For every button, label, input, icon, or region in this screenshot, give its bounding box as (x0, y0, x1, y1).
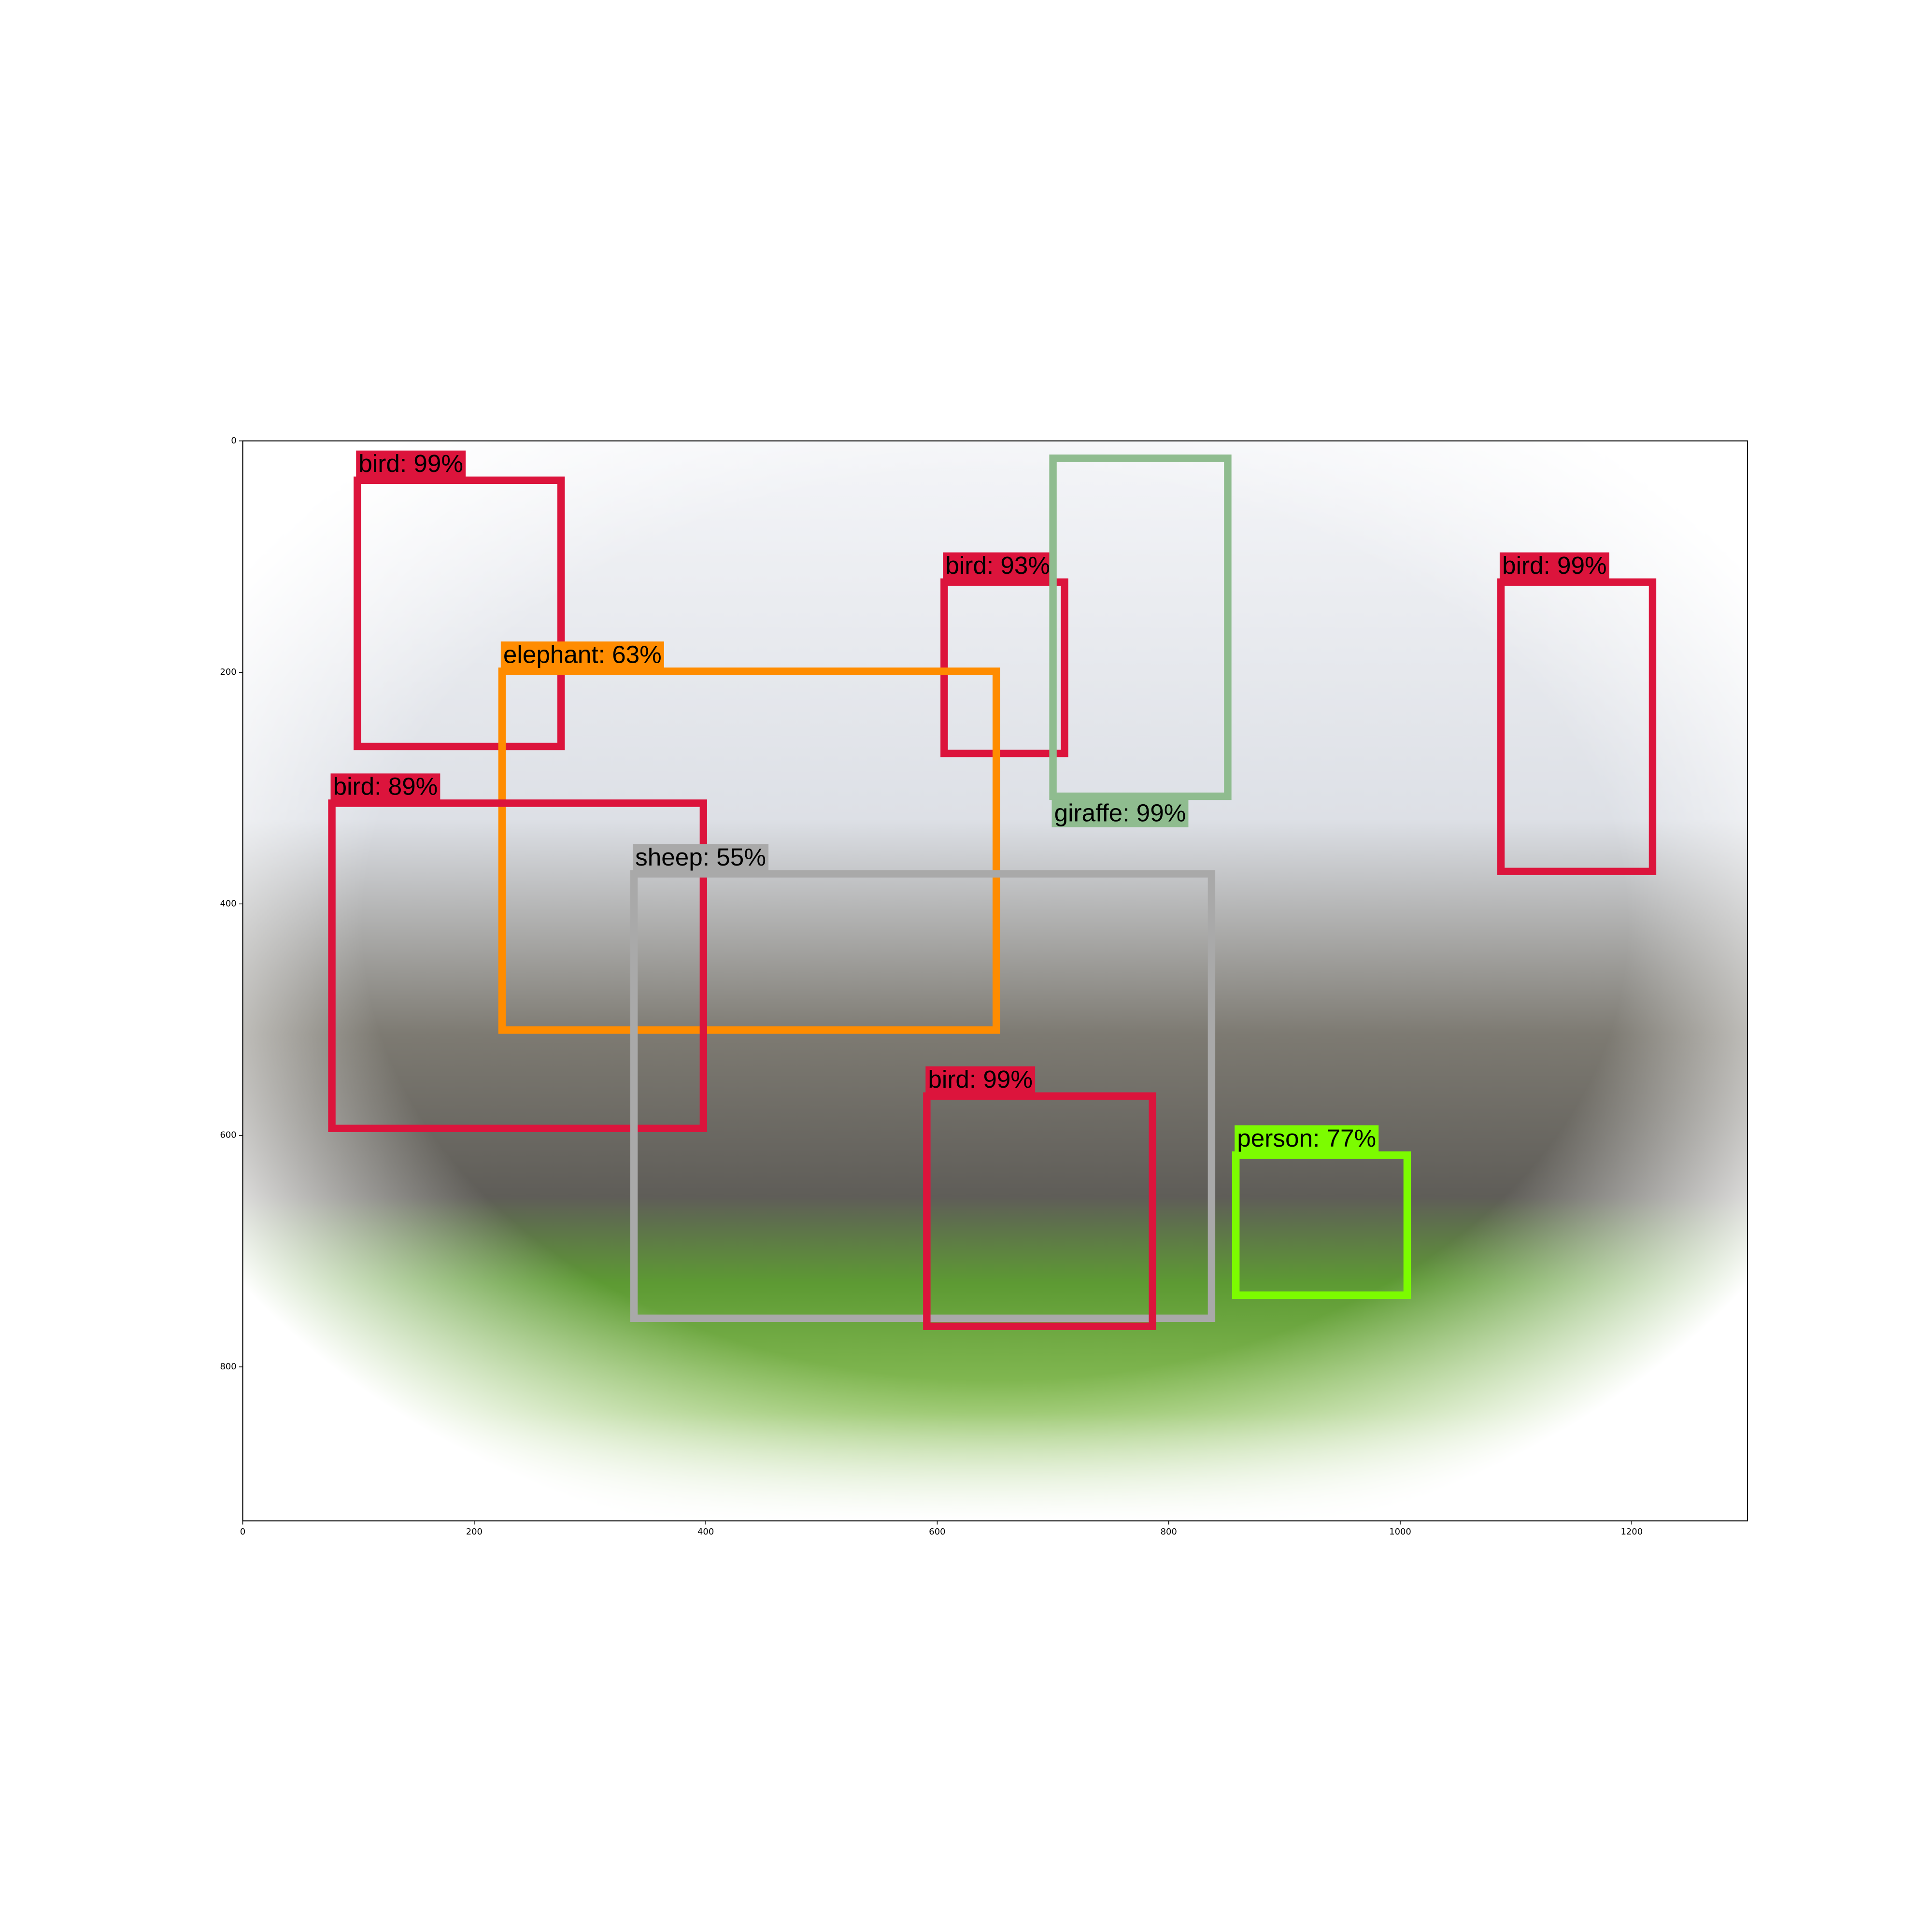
x-tick-label: 1000 (1389, 1527, 1411, 1537)
detection-box (354, 476, 565, 751)
detection-box (498, 668, 1000, 1034)
detection-label: bird: 99% (1502, 552, 1607, 579)
x-tick-label: 400 (697, 1527, 714, 1537)
label-background (500, 641, 664, 669)
y-tick-label: 200 (220, 667, 236, 677)
label-background (356, 450, 466, 478)
axes-frame (242, 440, 1748, 1521)
detection-box (630, 870, 1216, 1322)
detection-label: bird: 99% (358, 450, 463, 477)
label-background (1499, 552, 1609, 580)
x-tick-label: 800 (1161, 1527, 1177, 1537)
detection-label: elephant: 63% (503, 640, 662, 668)
label-background (1051, 800, 1189, 827)
label-background (633, 844, 769, 871)
y-tick-label: 0 (231, 436, 236, 446)
label-background (925, 1066, 1036, 1094)
x-tick-label: 1200 (1620, 1527, 1643, 1537)
label-background (1235, 1125, 1379, 1153)
label-background (943, 552, 1053, 580)
detection-box (328, 799, 708, 1133)
y-tick-label: 800 (220, 1362, 236, 1372)
x-tick-label: 200 (466, 1527, 483, 1537)
detection-label: sheep: 55% (635, 843, 766, 871)
detection-box (1049, 455, 1232, 800)
detection-label: bird: 93% (945, 552, 1050, 579)
detection-label: bird: 89% (333, 773, 438, 800)
y-tick-label: 600 (220, 1130, 236, 1140)
detection-label: person: 77% (1237, 1124, 1376, 1152)
detection-box (923, 1092, 1156, 1330)
detection-label: bird: 99% (928, 1065, 1033, 1093)
detection-label: giraffe: 99% (1054, 799, 1186, 827)
detection-box (1232, 1151, 1411, 1299)
y-tick-label: 400 (220, 898, 236, 909)
x-tick-label: 600 (929, 1527, 945, 1537)
x-tick-label: 0 (240, 1527, 245, 1537)
label-background (330, 773, 440, 801)
detection-box (1497, 578, 1657, 875)
